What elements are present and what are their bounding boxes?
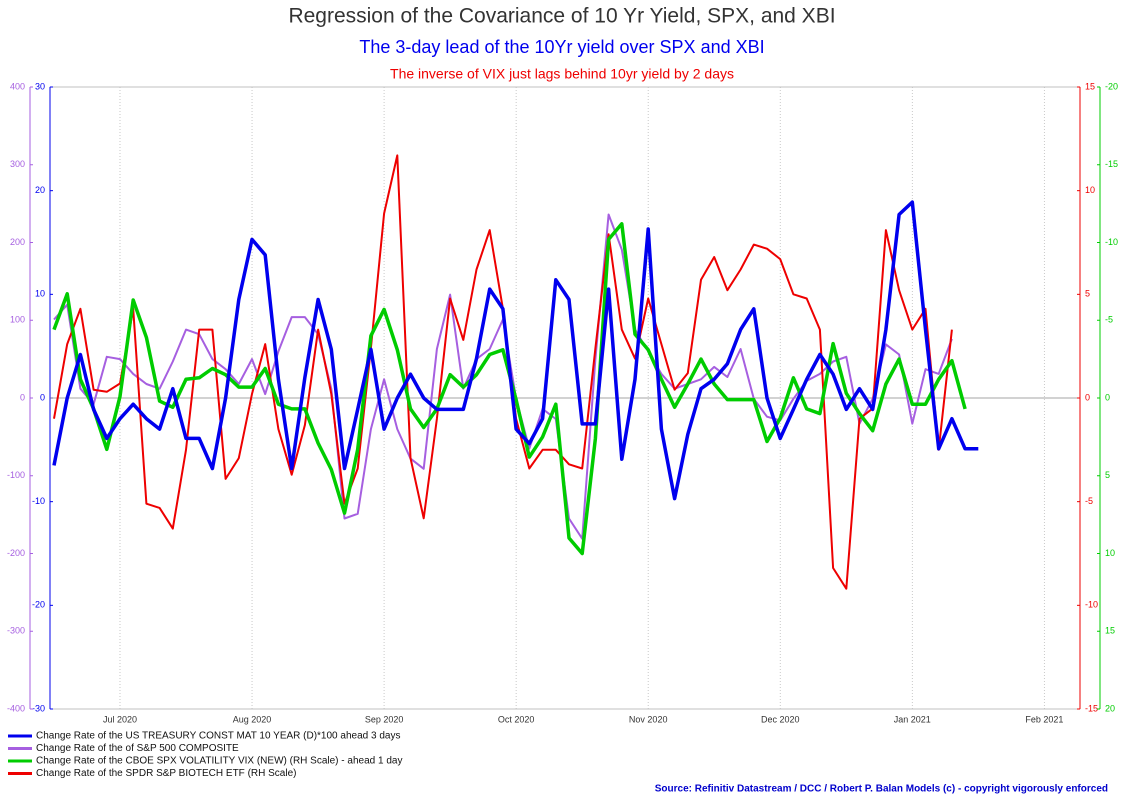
y-tick-label: -20	[1105, 81, 1118, 91]
y-tick-label: -10	[32, 496, 45, 506]
legend-label: Change Rate of the CBOE SPX VOLATILITY V…	[36, 756, 402, 767]
chart-note: The inverse of VIX just lags behind 10yr…	[390, 66, 734, 82]
chart-subtitle: The 3-day lead of the 10Yr yield over SP…	[359, 37, 764, 57]
legend-label: Change Rate of the of S&P 500 COMPOSITE	[36, 743, 239, 754]
y-tick-label: 15	[1085, 81, 1095, 91]
y-tick-label: -5	[1105, 315, 1113, 325]
y-tick-label: 10	[1105, 548, 1115, 558]
y-tick-label: -20	[32, 600, 45, 610]
y-tick-label: -10	[1105, 237, 1118, 247]
y-tick-label: -100	[7, 470, 25, 480]
y-tick-label: -30	[32, 703, 45, 713]
y-tick-label: 100	[10, 315, 25, 325]
y-tick-label: 300	[10, 159, 25, 169]
x-tick-label: Sep 2020	[365, 714, 404, 724]
y-tick-label: 15	[1105, 626, 1115, 636]
y-tick-label: 0	[20, 392, 25, 402]
y-tick-label: -5	[1085, 496, 1093, 506]
y-tick-label: 200	[10, 237, 25, 247]
y-tick-label: 20	[35, 185, 45, 195]
y-tick-label: -400	[7, 703, 25, 713]
y-tick-label: -200	[7, 548, 25, 558]
y-tick-label: -15	[1105, 159, 1118, 169]
series-line	[53, 213, 953, 540]
y-tick-label: 20	[1105, 703, 1115, 713]
y-tick-label: 400	[10, 81, 25, 91]
x-tick-label: Oct 2020	[498, 714, 535, 724]
y-tick-label: 30	[35, 81, 45, 91]
y-tick-label: 0	[1085, 392, 1090, 402]
legend-label: Change Rate of the SPDR S&P BIOTECH ETF …	[36, 768, 296, 779]
chart-title: Regression of the Covariance of 10 Yr Yi…	[288, 5, 835, 28]
series-line	[53, 154, 953, 590]
x-tick-label: Feb 2021	[1025, 714, 1063, 724]
x-tick-label: Jul 2020	[103, 714, 137, 724]
y-tick-label: 10	[1085, 185, 1095, 195]
y-tick-label: 5	[1085, 289, 1090, 299]
y-tick-label: -15	[1085, 703, 1098, 713]
y-tick-label: 0	[40, 392, 45, 402]
y-tick-label: 10	[35, 289, 45, 299]
y-tick-label: -10	[1085, 600, 1098, 610]
source: Source: Refinitiv Datastream / DCC / Rob…	[655, 784, 1108, 795]
x-tick-label: Nov 2020	[629, 714, 668, 724]
x-tick-label: Jan 2021	[894, 714, 931, 724]
x-tick-label: Aug 2020	[233, 714, 272, 724]
series-line	[52, 222, 967, 556]
x-tick-label: Dec 2020	[761, 714, 800, 724]
series-line	[52, 200, 979, 501]
y-tick-label: -300	[7, 626, 25, 636]
legend-label: Change Rate of the US TREASURY CONST MAT…	[36, 731, 400, 742]
y-tick-label: 5	[1105, 470, 1110, 480]
y-tick-label: 0	[1105, 392, 1110, 402]
